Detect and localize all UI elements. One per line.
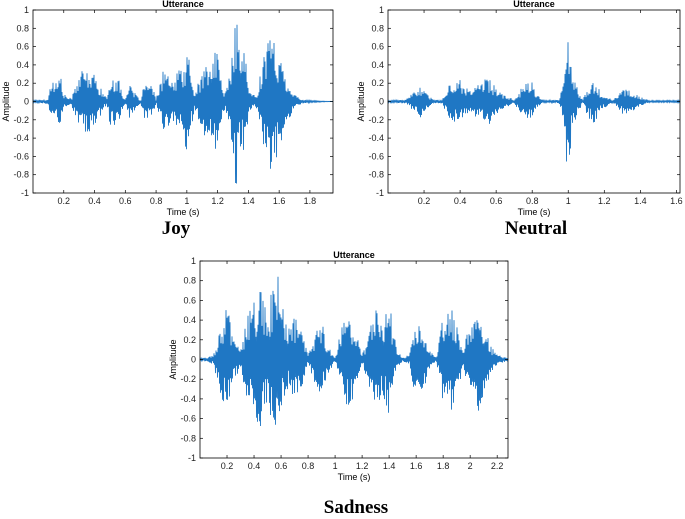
y-tick-label: 0.4 bbox=[371, 60, 384, 70]
x-tick-label: 1.2 bbox=[598, 196, 611, 206]
x-tick-label: 1.8 bbox=[304, 196, 317, 206]
x-axis-label: Time (s) bbox=[167, 207, 200, 217]
x-tick-label: 1 bbox=[184, 196, 189, 206]
y-tick-label: -0.6 bbox=[180, 414, 196, 424]
y-tick-label: 0.2 bbox=[16, 78, 29, 88]
y-tick-label: 0.4 bbox=[16, 60, 29, 70]
y-axis-label: Amplitude bbox=[1, 81, 11, 121]
x-tick-label: 0.8 bbox=[526, 196, 539, 206]
y-tick-label: -1 bbox=[188, 453, 196, 463]
x-tick-label: 1 bbox=[333, 461, 338, 471]
x-tick-label: 2 bbox=[468, 461, 473, 471]
y-tick-label: 1 bbox=[24, 5, 29, 15]
y-tick-label: 0 bbox=[191, 355, 196, 365]
y-tick-label: -0.8 bbox=[13, 170, 29, 180]
y-tick-label: 0 bbox=[379, 97, 384, 107]
waveform-series bbox=[32, 24, 333, 184]
x-axis-label: Time (s) bbox=[518, 207, 551, 217]
x-tick-label: 0.6 bbox=[119, 196, 132, 206]
chart-panel-0: 0.2 0.4 0.6 0.8 1 1.2 1.4 1.6 1.8 -1 -0.8 -0.6 -0.4 -… bbox=[1, 0, 334, 217]
x-tick-label: 0.4 bbox=[88, 196, 101, 206]
y-tick-label: 0.6 bbox=[371, 42, 384, 52]
x-tick-label: 1.4 bbox=[383, 461, 396, 471]
x-tick-label: 1.6 bbox=[273, 196, 286, 206]
x-tick-label: 0.2 bbox=[418, 196, 431, 206]
caption-neutral: Neutral bbox=[504, 218, 568, 239]
y-tick-label: 0.8 bbox=[16, 23, 29, 33]
x-tick-label: 1.2 bbox=[211, 196, 224, 206]
y-tick-label: -0.6 bbox=[13, 151, 29, 161]
x-tick-label: 0.8 bbox=[302, 461, 315, 471]
x-axis-label: Time (s) bbox=[338, 472, 371, 482]
y-tick-label: -0.8 bbox=[368, 170, 384, 180]
x-tick-label: 0.2 bbox=[58, 196, 71, 206]
x-tick-label: 0.8 bbox=[150, 196, 163, 206]
caption-joy: Joy bbox=[161, 218, 191, 239]
chart-title: Utterance bbox=[513, 0, 555, 9]
x-tick-label: 1.6 bbox=[670, 196, 683, 206]
x-tick-label: 0.2 bbox=[221, 461, 234, 471]
y-tick-label: -1 bbox=[21, 188, 29, 198]
y-tick-label: 0 bbox=[24, 97, 29, 107]
x-tick-label: 0.6 bbox=[275, 461, 288, 471]
y-tick-label: 0.8 bbox=[183, 276, 196, 286]
y-tick-label: 1 bbox=[191, 256, 196, 266]
x-tick-label: 1.2 bbox=[356, 461, 369, 471]
chart-panel-2: 0.2 0.4 0.6 0.8 1 1.2 1.4 1.6 1.8 2 2.2 -1 -0.8 -0.6 -… bbox=[168, 250, 509, 482]
y-tick-label: -0.4 bbox=[368, 133, 384, 143]
y-tick-label: 0.2 bbox=[183, 335, 196, 345]
y-tick-label: 0.4 bbox=[183, 315, 196, 325]
chart-title: Utterance bbox=[162, 0, 204, 9]
x-tick-label: 0.4 bbox=[248, 461, 261, 471]
x-tick-label: 0.4 bbox=[454, 196, 467, 206]
y-tick-label: -0.6 bbox=[368, 151, 384, 161]
y-axis-label: Amplitude bbox=[356, 81, 366, 121]
waveform-series bbox=[199, 276, 509, 427]
y-tick-label: -0.4 bbox=[180, 394, 196, 404]
x-tick-label: 2.2 bbox=[491, 461, 504, 471]
x-tick-label: 1.4 bbox=[634, 196, 647, 206]
x-tick-label: 1.4 bbox=[242, 196, 255, 206]
caption-sadness: Sadness bbox=[323, 497, 389, 518]
y-tick-label: 0.6 bbox=[16, 42, 29, 52]
y-tick-label: 0.2 bbox=[371, 78, 384, 88]
y-tick-label: -0.2 bbox=[13, 115, 29, 125]
y-tick-label: -0.4 bbox=[13, 133, 29, 143]
x-tick-label: 0.6 bbox=[490, 196, 503, 206]
y-tick-label: -0.8 bbox=[180, 433, 196, 443]
x-tick-label: 1 bbox=[566, 196, 571, 206]
y-tick-label: 1 bbox=[379, 5, 384, 15]
chart-panel-1: 0.2 0.4 0.6 0.8 1 1.2 1.4 1.6 -1 -0.8 -0.6 -0.4 -0.2… bbox=[356, 0, 683, 217]
y-tick-label: -1 bbox=[376, 188, 384, 198]
x-tick-label: 1.6 bbox=[410, 461, 423, 471]
waveform-series bbox=[387, 42, 681, 162]
chart-title: Utterance bbox=[333, 250, 375, 260]
y-tick-label: -0.2 bbox=[180, 374, 196, 384]
x-tick-label: 1.8 bbox=[437, 461, 450, 471]
y-tick-label: 0.6 bbox=[183, 295, 196, 305]
y-tick-label: -0.2 bbox=[368, 115, 384, 125]
y-axis-label: Amplitude bbox=[168, 339, 178, 379]
y-tick-label: 0.8 bbox=[371, 23, 384, 33]
